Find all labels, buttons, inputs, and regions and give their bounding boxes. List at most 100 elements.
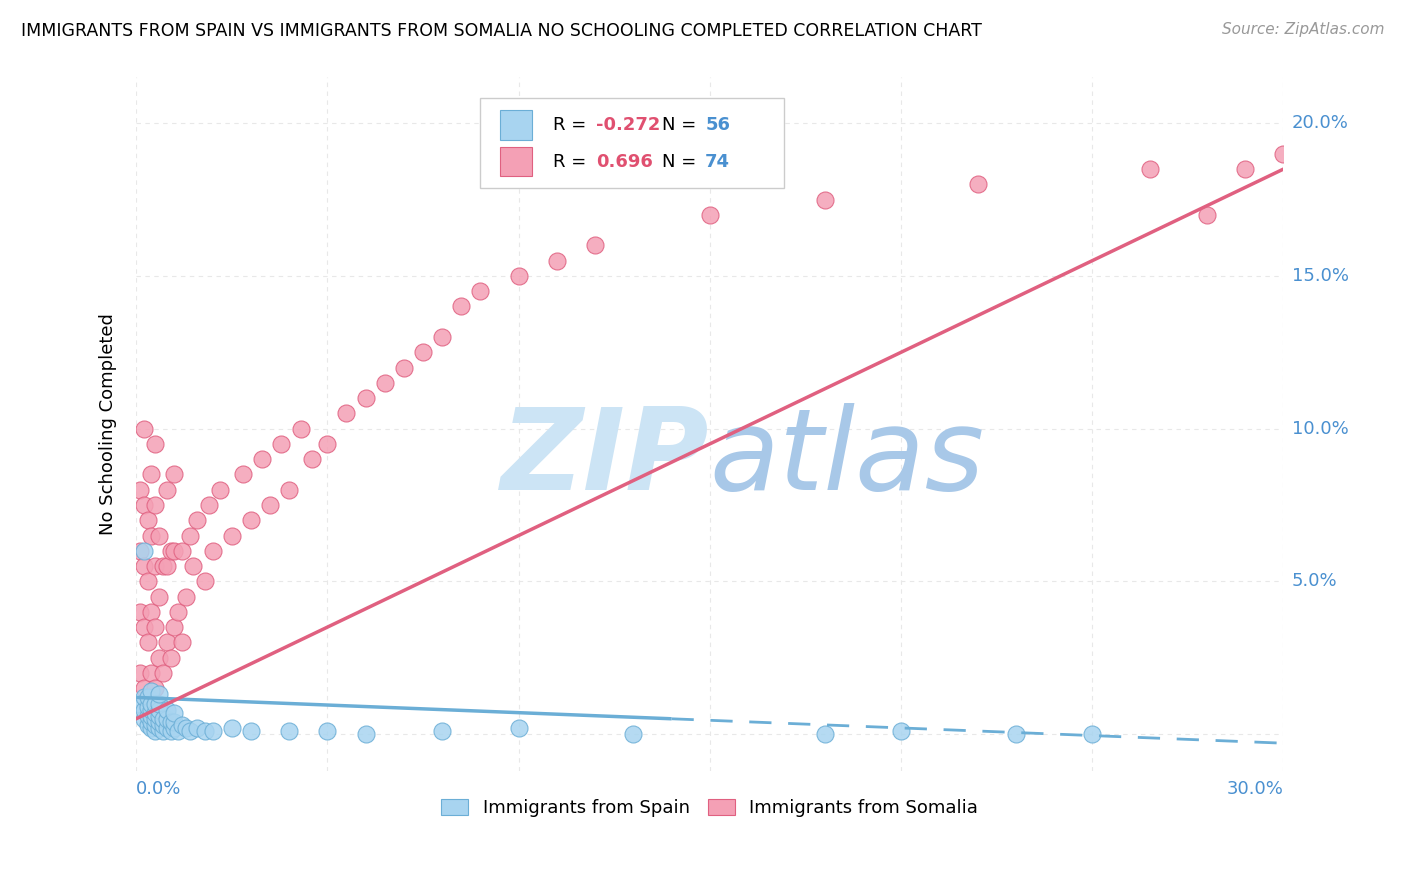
Point (392, 360, 415, 375)
Point (163, 543, 186, 558)
Point (813, 727, 835, 741)
Point (354, 727, 377, 741)
Point (129, 697, 152, 711)
Legend: Immigrants from Spain, Immigrants from Somalia: Immigrants from Spain, Immigrants from S… (434, 791, 986, 824)
Point (136, 697, 159, 711)
Point (148, 528, 170, 542)
Point (132, 690, 155, 705)
Point (132, 712, 155, 726)
Point (129, 665, 152, 680)
Point (141, 665, 163, 680)
Point (508, 721, 530, 735)
Point (156, 703, 179, 717)
Point (159, 714, 181, 729)
Point (143, 620, 166, 634)
Text: IMMIGRANTS FROM SPAIN VS IMMIGRANTS FROM SOMALIA NO SCHOOLING COMPLETED CORRELAT: IMMIGRANTS FROM SPAIN VS IMMIGRANTS FROM… (21, 22, 981, 40)
Text: ZIP: ZIP (502, 403, 710, 514)
Point (132, 681, 155, 696)
Text: 20.0%: 20.0% (1292, 114, 1348, 132)
Point (141, 708, 163, 723)
Bar (499, 147, 531, 176)
Text: 74: 74 (706, 153, 730, 170)
Point (132, 620, 155, 634)
Point (316, 437, 339, 451)
Point (170, 635, 193, 649)
Point (156, 635, 179, 649)
Point (470, 284, 492, 298)
Point (1195, 208, 1218, 222)
Text: R =: R = (553, 153, 586, 170)
Point (143, 706, 166, 720)
Point (201, 723, 224, 738)
Point (1272, 146, 1295, 161)
Text: 15.0%: 15.0% (1292, 267, 1348, 285)
Point (143, 437, 166, 451)
Point (197, 498, 219, 512)
Point (430, 330, 453, 344)
Point (232, 467, 254, 482)
Text: 56: 56 (706, 116, 730, 134)
Point (159, 543, 181, 558)
Point (167, 605, 190, 619)
Text: 10.0%: 10.0% (1292, 419, 1348, 438)
Point (143, 498, 166, 512)
Point (201, 543, 224, 558)
Point (412, 345, 434, 359)
Point (136, 574, 159, 589)
Point (141, 714, 163, 729)
Point (890, 723, 912, 738)
Point (156, 483, 179, 497)
Point (143, 681, 166, 696)
Bar (499, 111, 531, 139)
Point (156, 559, 179, 574)
Point (221, 528, 243, 542)
Point (186, 721, 208, 735)
Point (141, 605, 163, 619)
Text: atlas: atlas (710, 403, 986, 514)
Point (966, 178, 988, 192)
Point (148, 708, 170, 723)
Point (335, 406, 357, 420)
Text: 0.696: 0.696 (596, 153, 652, 170)
Point (163, 714, 186, 729)
Text: N =: N = (662, 153, 696, 170)
Point (141, 467, 163, 482)
Point (259, 498, 281, 512)
Point (159, 723, 181, 738)
Point (170, 543, 193, 558)
Point (290, 422, 312, 436)
Point (143, 697, 166, 711)
Point (508, 268, 530, 283)
Point (374, 376, 396, 390)
Text: 5.0%: 5.0% (1292, 573, 1337, 591)
Point (270, 437, 292, 451)
Point (430, 723, 453, 738)
Point (132, 703, 155, 717)
Point (159, 650, 181, 665)
Point (132, 543, 155, 558)
Point (167, 723, 190, 738)
Point (141, 703, 163, 717)
Point (152, 559, 174, 574)
Point (152, 665, 174, 680)
Point (148, 703, 170, 717)
Point (170, 718, 193, 732)
Point (148, 687, 170, 701)
Point (699, 208, 721, 222)
Point (194, 723, 217, 738)
Point (1234, 162, 1257, 177)
Point (179, 528, 201, 542)
Text: 0.0%: 0.0% (136, 780, 181, 797)
Point (221, 721, 243, 735)
Point (143, 718, 166, 732)
Point (354, 391, 377, 405)
Point (252, 452, 274, 467)
Point (239, 513, 262, 527)
Point (186, 513, 208, 527)
Point (136, 690, 159, 705)
Point (156, 712, 179, 726)
Point (129, 483, 152, 497)
Point (141, 697, 163, 711)
Point (143, 723, 166, 738)
Point (148, 714, 170, 729)
